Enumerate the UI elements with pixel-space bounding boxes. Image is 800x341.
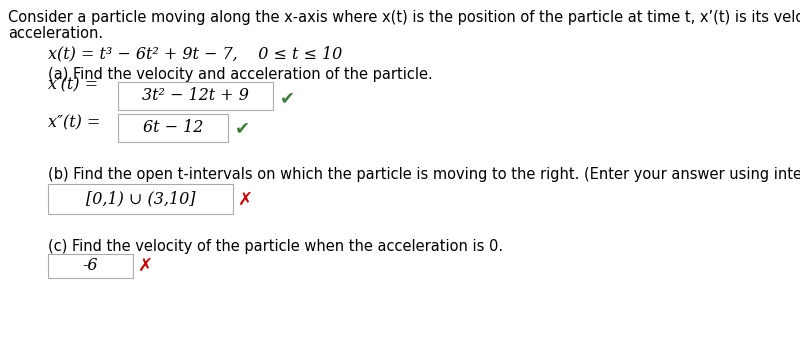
Text: -6: -6 [82, 257, 98, 275]
Text: acceleration.: acceleration. [8, 26, 103, 41]
Text: ✔: ✔ [235, 119, 250, 137]
Text: 6t − 12: 6t − 12 [143, 119, 203, 136]
Text: Consider a particle moving along the x-axis where x(t) is the position of the pa: Consider a particle moving along the x-a… [8, 10, 800, 25]
Text: x″(t) =: x″(t) = [48, 115, 106, 132]
Text: ✔: ✔ [280, 89, 295, 107]
Text: x′(t) =: x′(t) = [48, 76, 103, 93]
Text: x(t) = t³ − 6t² + 9t − 7,    0 ≤ t ≤ 10: x(t) = t³ − 6t² + 9t − 7, 0 ≤ t ≤ 10 [48, 45, 342, 62]
Text: (a) Find the velocity and acceleration of the particle.: (a) Find the velocity and acceleration o… [48, 67, 433, 82]
Text: ✗: ✗ [238, 191, 253, 209]
Bar [48, 254, 133, 278]
Bar [118, 82, 273, 110]
Text: (c) Find the velocity of the particle when the acceleration is 0.: (c) Find the velocity of the particle wh… [48, 239, 503, 254]
Bar [118, 114, 228, 142]
Text: [0,1) ∪ (3,10]: [0,1) ∪ (3,10] [86, 191, 195, 208]
Text: (b) Find the open t-intervals on which the particle is moving to the right. (Ent: (b) Find the open t-intervals on which t… [48, 167, 800, 182]
Text: 3t² − 12t + 9: 3t² − 12t + 9 [142, 88, 249, 104]
Bar [48, 184, 233, 214]
Text: ✗: ✗ [138, 257, 153, 275]
